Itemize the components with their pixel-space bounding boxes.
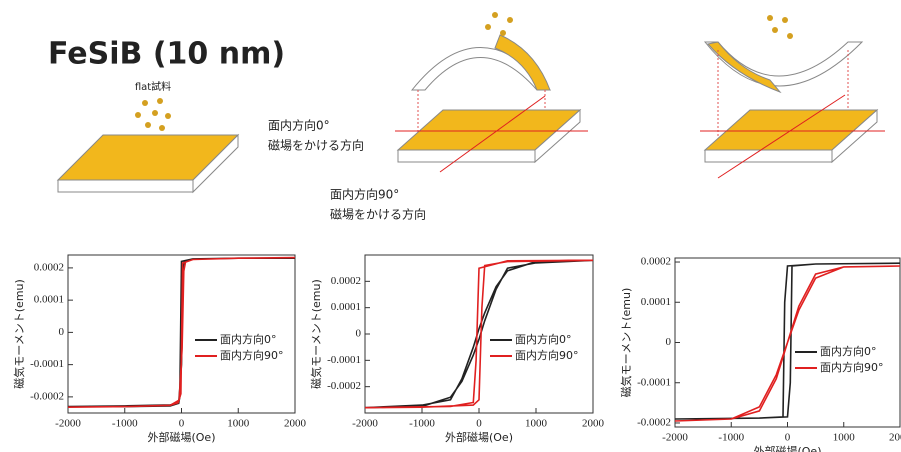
x-tick-label: -1000: [718, 432, 744, 444]
y-tick-label: -0.0001: [327, 354, 361, 366]
chart: -0.0002 -0.0001 0 0.0001 0.0002 -2000 -1000 0 10…: [619, 256, 901, 452]
legend-label: 面内方向90°: [220, 348, 284, 362]
y-tick-label: 0: [356, 328, 362, 340]
y-axis-label: 磁気モーメント(emu): [12, 279, 26, 389]
direction-90-note: 磁場をかける方向: [330, 207, 426, 222]
flat-sample: flat試料: [58, 80, 238, 192]
x-tick-label: 2000: [889, 432, 901, 444]
y-tick-label: -0.0002: [327, 380, 361, 392]
x-tick-label: -2000: [662, 432, 688, 444]
chart: -0.0002 -0.0001 0 0.0001 0.0002 -2000 -1000 0 10…: [309, 255, 605, 444]
y-tick-label: 0.0002: [331, 275, 361, 287]
direction-90-angle: 面内方向90°: [330, 187, 399, 202]
y-tick-label: 0.0002: [641, 256, 671, 268]
x-tick-label: -1000: [409, 418, 435, 430]
x-tick-label: 2000: [284, 418, 307, 430]
figure: FeSiB (10 nm) flat試料 面内方向0° 磁場をかける方向 面内方…: [0, 0, 901, 452]
y-tick-label: 0.0001: [34, 294, 64, 306]
y-tick-label: -0.0002: [30, 390, 64, 402]
direction-0-angle: 面内方向0°: [268, 118, 330, 133]
bowl-sample: [700, 15, 885, 178]
legend-label: 面内方向90°: [515, 348, 579, 362]
y-tick-label: 0: [59, 326, 65, 338]
chart: -0.0002 -0.0001 0 0.0001 0.0002 -2000 -1000 0 10…: [12, 255, 307, 444]
arch-sample: 面内方向0° 磁場をかける方向 面内方向90° 磁場をかける方向: [268, 12, 588, 222]
y-tick-label: -0.0001: [30, 358, 64, 370]
x-tick-label: 0: [179, 418, 185, 430]
loop-line: [675, 266, 900, 421]
y-tick-label: 0: [666, 336, 672, 348]
x-tick-label: 2000: [582, 418, 605, 430]
legend-label: 面内方向0°: [220, 332, 277, 346]
flat-label: flat試料: [135, 80, 171, 93]
y-tick-label: 0.0002: [34, 261, 64, 273]
x-tick-label: -2000: [55, 418, 81, 430]
x-tick-label: 0: [785, 432, 791, 444]
y-axis-label: 磁気モーメント(emu): [309, 279, 323, 389]
x-tick-label: 1000: [525, 418, 548, 430]
x-tick-label: 1000: [227, 418, 250, 430]
y-tick-label: 0.0001: [331, 301, 361, 313]
legend-label: 面内方向0°: [515, 332, 572, 346]
legend-label: 面内方向0°: [820, 344, 877, 358]
y-tick-label: -0.0001: [637, 376, 671, 388]
y-tick-label: 0.0001: [641, 296, 671, 308]
legend-label: 面内方向90°: [820, 360, 884, 374]
title: FeSiB (10 nm): [48, 37, 285, 72]
x-tick-label: -1000: [112, 418, 138, 430]
x-tick-label: 0: [476, 418, 482, 430]
x-tick-label: -2000: [352, 418, 378, 430]
direction-0-note: 磁場をかける方向: [268, 138, 364, 153]
x-tick-label: 1000: [833, 432, 856, 444]
x-axis-label: 外部磁場(Oe): [445, 430, 513, 444]
y-axis-label: 磁気モーメント(emu): [619, 288, 633, 398]
x-axis-label: 外部磁場(Oe): [753, 444, 821, 452]
y-tick-label: -0.0002: [637, 417, 671, 429]
x-axis-label: 外部磁場(Oe): [147, 430, 215, 444]
